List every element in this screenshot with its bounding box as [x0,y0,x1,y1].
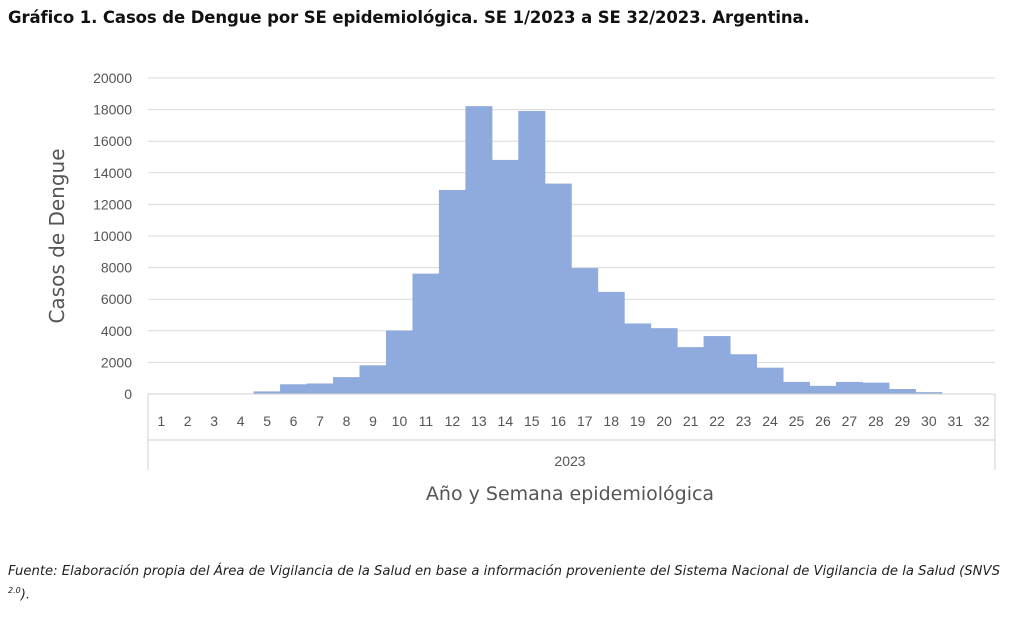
bar-week-22 [703,336,731,395]
bar-week-6 [280,384,308,395]
x-group-label: 2023 [554,453,585,469]
x-tick-label: 29 [895,413,911,429]
x-tick-label: 14 [498,413,514,429]
x-tick-label: 28 [868,413,884,429]
bar-week-8 [333,377,360,395]
y-tick-label: 14000 [93,165,132,181]
bar-week-24 [756,367,784,395]
x-tick-label: 10 [392,413,408,429]
x-tick-label: 23 [736,413,752,429]
source-suffix: ). [20,587,31,603]
bar-week-7 [306,383,334,395]
x-tick-label: 12 [445,413,461,429]
y-tick-label: 2000 [101,354,132,370]
chart-title: Gráfico 1. Casos de Dengue por SE epidem… [8,8,810,27]
bar-week-10 [385,330,413,395]
bar-week-18 [597,291,625,395]
bar-week-11 [412,273,440,395]
bar-week-25 [783,381,810,395]
bar-week-16 [544,183,572,395]
x-tick-label: 13 [471,413,487,429]
y-axis-title: Casos de Dengue [45,148,69,323]
x-tick-label: 25 [789,413,805,429]
x-tick-label: 17 [577,413,593,429]
y-tick-label: 18000 [93,102,132,118]
bar-week-29 [888,389,916,395]
y-tick-label: 10000 [93,228,132,244]
x-tick-labels: 1 2 3 4 5 6 7 8 9 10 11 12 13 14 15 16 17 18 19 20 21 22 23 24 2… [157,413,989,429]
x-tick-label: 18 [603,413,619,429]
bar-week-20 [650,328,678,395]
bar-week-28 [862,382,890,395]
x-tick-label: 1 [157,413,165,429]
x-tick-label: 5 [263,413,271,429]
bar-week-12 [438,189,466,395]
x-tick-label: 8 [343,413,351,429]
y-tick-label: 4000 [101,323,132,339]
x-tick-label: 4 [237,413,245,429]
x-tick-label: 21 [683,413,699,429]
source-superscript: 2.0 [8,586,21,595]
bar-week-23 [730,354,758,395]
x-axis-title: Año y Semana epidemiológica [426,483,714,505]
source-note: Fuente: Elaboración propia del Área de V… [8,562,1018,604]
x-tick-label: 31 [948,413,964,429]
y-tick-labels: 0 2000 4000 6000 8000 10000 12000 14000 16000 180… [93,70,132,402]
chart: 0 2000 4000 6000 8000 10000 12000 14000 16000 180… [45,70,996,505]
x-tick-label: 15 [524,413,540,429]
x-axis [147,393,996,470]
y-tick-label: 12000 [93,196,132,212]
x-tick-label: 26 [815,413,831,429]
bar-week-27 [835,381,863,395]
x-tick-label: 6 [290,413,298,429]
x-tick-label: 7 [316,413,324,429]
x-tick-label: 27 [842,413,858,429]
x-tick-label: 19 [630,413,646,429]
x-tick-label: 30 [921,413,937,429]
bars [253,106,943,395]
bar-week-17 [571,268,599,395]
x-tick-label: 24 [762,413,778,429]
y-tick-label: 8000 [101,260,132,276]
x-tick-label: 22 [709,413,725,429]
y-tick-label: 20000 [93,70,132,86]
bar-week-9 [359,365,387,395]
bar-week-15 [518,110,546,395]
x-tick-label: 32 [974,413,990,429]
bar-week-21 [677,347,705,395]
x-tick-label: 3 [210,413,218,429]
bar-week-19 [624,323,652,395]
y-tick-label: 0 [124,386,132,402]
bar-week-13 [465,106,493,395]
x-tick-label: 9 [369,413,377,429]
x-tick-label: 11 [419,413,434,429]
x-tick-label: 20 [656,413,672,429]
x-tick-label: 2 [184,413,192,429]
source-text: Fuente: Elaboración propia del Área de V… [8,564,1000,579]
y-tick-label: 16000 [93,133,132,149]
x-tick-label: 16 [550,413,566,429]
y-tick-label: 6000 [101,291,132,307]
bar-week-14 [491,159,519,395]
bar-week-26 [809,385,837,395]
